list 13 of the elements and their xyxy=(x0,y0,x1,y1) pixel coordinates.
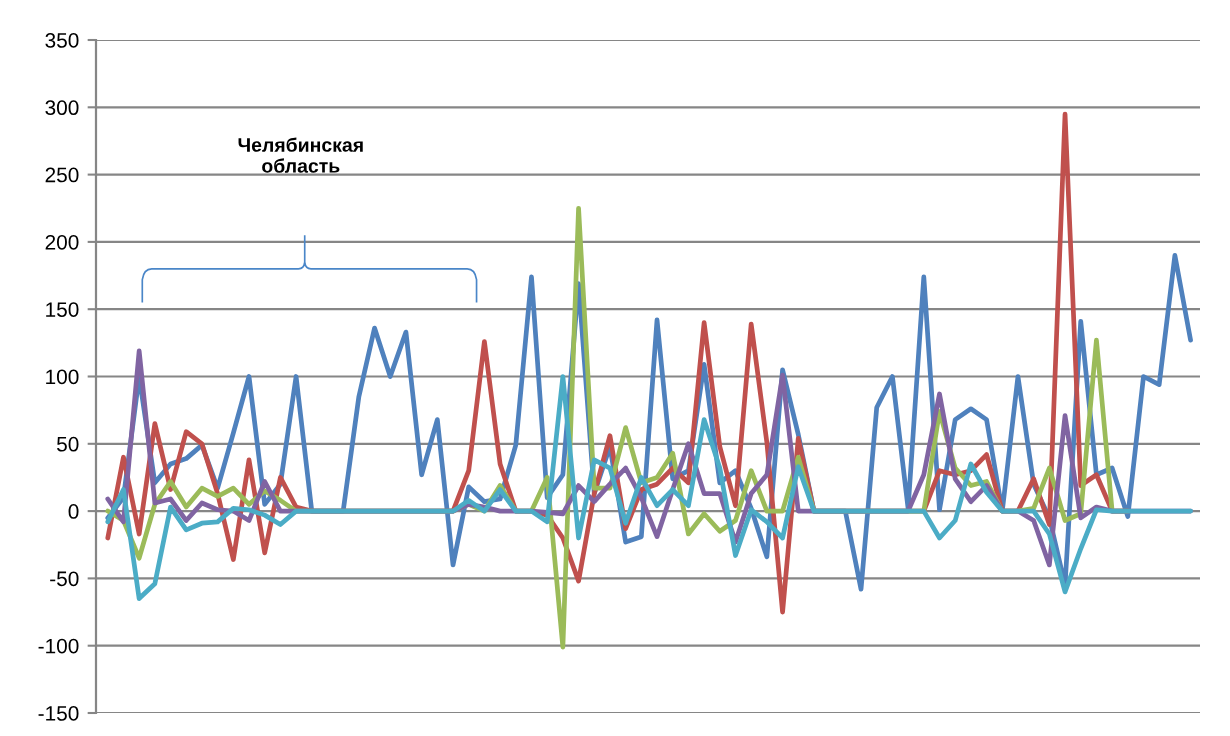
y-tick-label: 50 xyxy=(57,436,79,452)
line-series xyxy=(105,374,1193,601)
y-tick-label: -100 xyxy=(38,638,79,654)
y-tick-label: 0 xyxy=(68,504,79,519)
y-tick-label: 300 xyxy=(45,100,79,116)
y-tick-label: 100 xyxy=(46,369,79,385)
y-tick-label: 200 xyxy=(45,234,79,250)
y-tick-label: -50 xyxy=(50,571,79,587)
annotation: Челябинская область xyxy=(238,137,363,173)
y-tick-label: 150 xyxy=(46,302,79,317)
y-tick-label: 350 xyxy=(45,33,79,48)
y-tick-label: 250 xyxy=(45,167,79,183)
y-tick-label: -150 xyxy=(38,706,79,721)
